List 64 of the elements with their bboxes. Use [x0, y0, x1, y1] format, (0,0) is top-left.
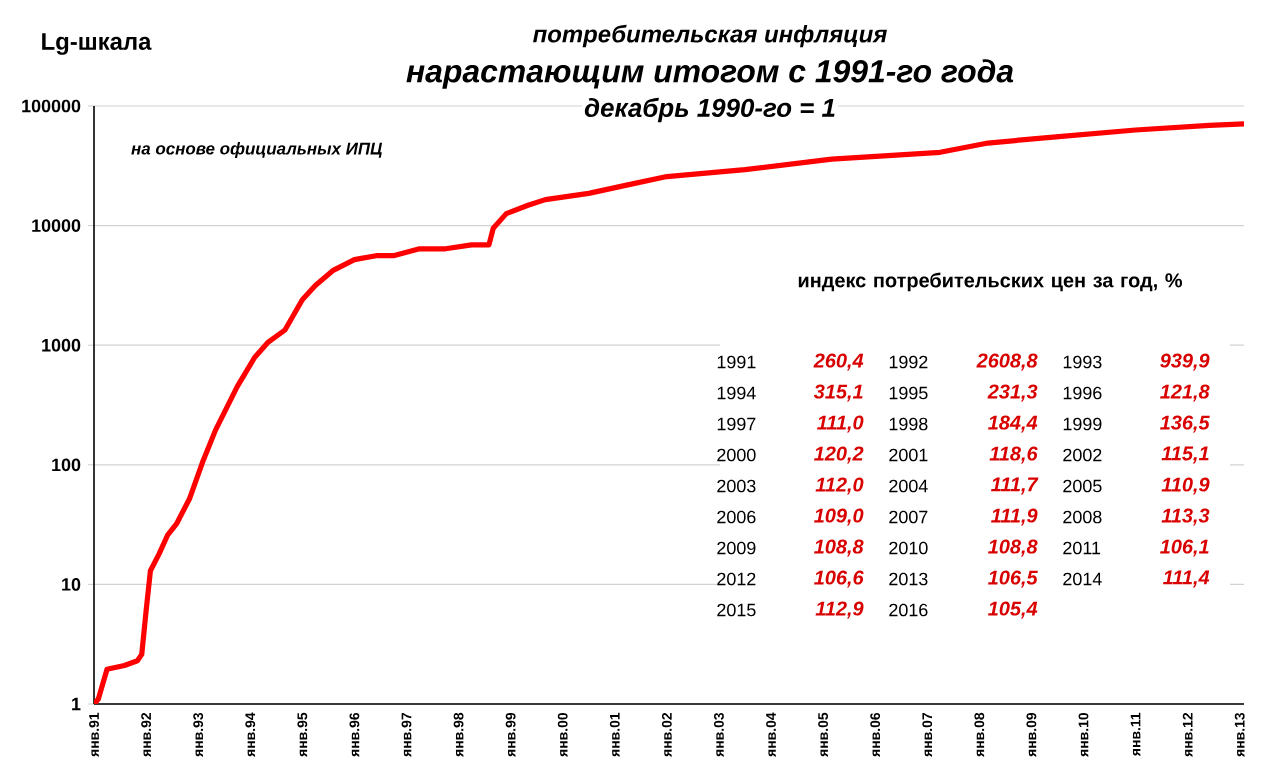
annotation: индекс потребительских цен за год, %	[798, 272, 1183, 292]
annotation: 1994	[717, 386, 756, 400]
annotation: 2008	[1063, 510, 1102, 524]
annotation: 121,8	[1160, 384, 1210, 402]
annotation: 1997	[717, 417, 756, 431]
y-tick-label: 10000	[32, 219, 81, 232]
annotation: 2006	[717, 510, 756, 524]
annotation: 106,1	[1160, 539, 1209, 557]
annotation: 2608,8	[976, 353, 1038, 371]
y-axis-title: Lg-шкала	[42, 33, 152, 55]
y-tick-label: 1000	[42, 338, 81, 352]
annotation: 1991	[717, 355, 756, 369]
y-tick-label: 100	[52, 458, 81, 472]
chart-subtitle: нарастающим итогом с 1991-го года	[406, 59, 1014, 89]
annotation: 111,4	[1163, 570, 1210, 588]
annotation: 2007	[889, 510, 928, 524]
annotation: 111,0	[817, 415, 864, 433]
annotation: 111,7	[991, 477, 1039, 495]
annotation: 113,3	[1161, 508, 1210, 526]
annotation: 120,2	[814, 446, 864, 464]
annotation: 2011	[1063, 541, 1101, 555]
annotation: на основе официальных ИПЦ	[131, 142, 383, 158]
annotation: 2010	[889, 541, 928, 555]
annotation: 1996	[1063, 386, 1102, 400]
annotation: 106,5	[988, 570, 1038, 588]
annotation: 2012	[717, 572, 756, 586]
annotation: 2003	[717, 479, 756, 493]
annotation: 1998	[889, 417, 928, 431]
annotation: 315,1	[813, 384, 863, 402]
annotation: 2005	[1063, 479, 1102, 493]
chart-title: потребительская инфляция	[533, 24, 887, 48]
annotation: 115,1	[1161, 446, 1209, 464]
annotation: 2015	[717, 603, 756, 617]
y-tick-label: 10	[62, 578, 81, 591]
annotation: 260,4	[813, 353, 864, 371]
annotation: 112,0	[815, 477, 864, 495]
annotation: 2002	[1063, 448, 1102, 462]
annotation: 939,9	[1160, 353, 1210, 371]
annotation: 2013	[889, 572, 928, 586]
annotation: декабрь 1990-го = 1	[584, 97, 835, 123]
annotation: 231,3	[987, 384, 1038, 402]
annotation: 118,6	[989, 446, 1038, 464]
annotation: 136,5	[1160, 415, 1210, 433]
y-tick-label: 100000	[22, 99, 81, 113]
annotation: 106,6	[814, 570, 864, 588]
annotation: 1999	[1063, 417, 1102, 431]
annotation: 1992	[889, 355, 928, 369]
annotation: 2014	[1063, 572, 1102, 586]
annotation: 108,8	[988, 539, 1038, 557]
annotation: 112,9	[815, 601, 864, 619]
y-tick-label: 1	[72, 697, 81, 711]
annotation: 109,0	[814, 508, 864, 526]
annotation: 1993	[1063, 355, 1102, 369]
annotation: 2004	[889, 479, 928, 493]
annotation: 110,9	[1161, 477, 1210, 495]
annotation: 184,4	[988, 415, 1038, 433]
annotation: 2001	[889, 448, 928, 462]
annotation: 108,8	[814, 539, 864, 557]
annotation: 111,9	[991, 508, 1038, 526]
annotation: 2000	[717, 448, 756, 462]
annotation: 1995	[889, 386, 928, 400]
annotation: 105,4	[988, 601, 1038, 619]
annotation: 2016	[889, 603, 928, 617]
annotation: 2009	[717, 541, 756, 555]
